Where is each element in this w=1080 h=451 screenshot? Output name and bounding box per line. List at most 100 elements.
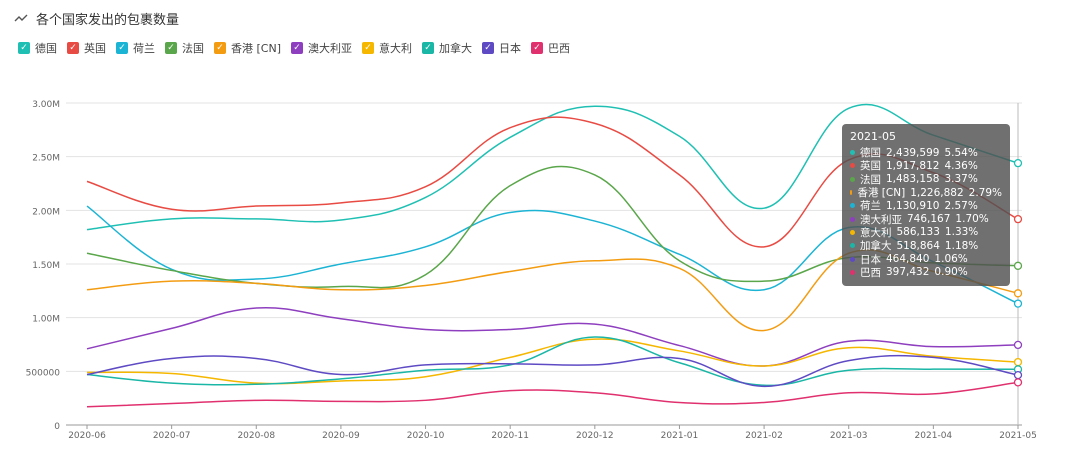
- tooltip-value: 1,483,158: [886, 173, 940, 186]
- legend-label: 澳大利亚: [308, 42, 352, 55]
- legend-label: 荷兰: [133, 42, 155, 55]
- trend-icon: [14, 14, 28, 22]
- legend-item[interactable]: ✓ 香港 [CN]: [214, 40, 281, 56]
- tooltip-percent: 5.54%: [944, 146, 978, 159]
- y-tick-label: 3.00M: [32, 100, 60, 110]
- tooltip-series-name: 加拿大: [860, 240, 892, 253]
- x-tick-label: 2020-09: [322, 431, 360, 441]
- legend-label: 意大利: [379, 42, 412, 55]
- legend-item[interactable]: ✓ 澳大利亚: [291, 40, 352, 56]
- y-tick-label: 1.50M: [32, 261, 60, 271]
- series-point: [1013, 370, 1023, 380]
- tooltip-row: 荷兰 1,130,910 2.57%: [850, 199, 1002, 212]
- series-point: [1013, 299, 1023, 308]
- legend-item[interactable]: ✓ 德国: [18, 40, 57, 56]
- legend-item[interactable]: ✓ 荷兰: [116, 40, 155, 56]
- x-tick-label: 2021-01: [661, 431, 699, 441]
- tooltip-value: 1,130,910: [886, 199, 940, 212]
- tooltip-percent: 2.79%: [968, 186, 1002, 199]
- x-tick-label: 2020-08: [237, 431, 275, 441]
- tooltip-percent: 1.18%: [944, 239, 979, 252]
- tooltip-series-name: 香港 [CN]: [857, 187, 906, 200]
- y-tick-label: 0: [54, 422, 60, 432]
- tooltip-percent: 3.37%: [944, 173, 978, 186]
- tooltip-row: 英国 1,917,812 4.36%: [850, 159, 1002, 172]
- legend-item[interactable]: ✓ 法国: [165, 40, 204, 56]
- series-line: [86, 381, 1019, 408]
- series-line: [86, 103, 1019, 231]
- tooltip-percent: 4.36%: [944, 159, 978, 172]
- legend-checkbox[interactable]: ✓: [116, 42, 128, 54]
- tooltip-value: 746,167: [907, 213, 951, 226]
- series-point: [1013, 357, 1023, 367]
- x-tick-label: 2020-06: [68, 431, 106, 441]
- tooltip-dot: [850, 150, 855, 156]
- tooltip: 2021-05 德国 2,439,599 5.54% 英国 1,917,812 4.36%…: [842, 124, 1010, 286]
- y-tick-label: 500000: [26, 368, 61, 378]
- tooltip-row: 德国 2,439,599 5.54%: [850, 146, 1002, 159]
- legend-item[interactable]: ✓ 英国: [67, 40, 106, 56]
- x-tick-label: 2021-02: [745, 431, 783, 441]
- tooltip-series-name: 巴西: [860, 266, 881, 279]
- tooltip-value: 1,226,882: [910, 186, 964, 199]
- y-tick-label: 2.50M: [32, 154, 60, 164]
- legend-checkbox[interactable]: ✓: [18, 42, 30, 54]
- legend-item[interactable]: ✓ 意大利: [362, 40, 412, 56]
- y-tick-label: 1.00M: [32, 315, 60, 325]
- tooltip-title: 2021-05: [850, 130, 896, 143]
- tooltip-value: 586,133: [896, 226, 940, 239]
- legend-label: 日本: [499, 42, 521, 55]
- tooltip-value: 518,864: [896, 239, 940, 252]
- legend-checkbox[interactable]: ✓: [165, 42, 177, 54]
- tooltip-percent: 2.57%: [944, 199, 978, 212]
- legend-item[interactable]: ✓ 日本: [482, 40, 521, 56]
- tooltip-row: 澳大利亚 746,167 1.70%: [850, 212, 1002, 226]
- legend-label: 加拿大: [439, 42, 472, 55]
- tooltip-series-name: 意大利: [860, 226, 892, 239]
- legend-checkbox[interactable]: ✓: [531, 42, 543, 54]
- x-tick-label: 2021-03: [830, 431, 868, 441]
- tooltip-series-name: 荷兰: [860, 200, 881, 213]
- tooltip-row: 日本 464,840 1.06%: [850, 252, 1002, 266]
- legend: ✓ 德国 ✓ 英国 ✓ 荷兰 ✓ 法国 ✓ 香港 [CN] ✓ 澳大利亚 ✓ 意大利 ✓ 加拿大 ✓ 日本 ✓ 巴西: [18, 40, 570, 56]
- x-tick-label: 2021-04: [915, 431, 953, 441]
- tooltip-dot: [850, 190, 853, 196]
- y-tick-label: 2.00M: [32, 207, 60, 217]
- legend-checkbox[interactable]: ✓: [482, 42, 494, 54]
- tooltip-row: 法国 1,483,158 3.37%: [850, 173, 1002, 186]
- legend-label: 英国: [84, 42, 106, 55]
- tooltip-series-name: 英国: [860, 160, 881, 173]
- tooltip-dot: [850, 269, 855, 275]
- tooltip-series-name: 澳大利亚: [860, 213, 902, 226]
- legend-checkbox[interactable]: ✓: [422, 42, 434, 54]
- legend-item[interactable]: ✓ 加拿大: [422, 40, 472, 56]
- tooltip-row: 加拿大 518,864 1.18%: [850, 239, 1002, 252]
- series-line: [86, 306, 1019, 367]
- tooltip-dot: [850, 243, 855, 249]
- legend-item[interactable]: ✓ 巴西: [531, 40, 570, 56]
- tooltip-value: 397,432: [886, 266, 930, 279]
- tooltip-dot: [850, 203, 855, 209]
- x-tick-label: 2020-12: [576, 431, 614, 441]
- legend-checkbox[interactable]: ✓: [214, 42, 226, 54]
- series-point: [1013, 158, 1023, 168]
- series-point: [1013, 289, 1023, 298]
- legend-checkbox[interactable]: ✓: [67, 42, 79, 54]
- tooltip-series-name: 德国: [860, 147, 881, 160]
- tooltip-dot: [850, 229, 855, 235]
- series-point: [1013, 378, 1023, 387]
- tooltip-percent: 0.90%: [934, 266, 968, 279]
- series-line: [86, 354, 1019, 388]
- tooltip-row: 意大利 586,133 1.33%: [850, 226, 1002, 239]
- chart-title-bar: 各个国家发出的包裹数量: [14, 8, 179, 28]
- series-line: [86, 338, 1019, 385]
- legend-label: 香港 [CN]: [231, 42, 281, 55]
- legend-checkbox[interactable]: ✓: [291, 42, 303, 54]
- tooltip-value: 1,917,812: [886, 159, 940, 172]
- x-tick-label: 2020-11: [491, 431, 529, 441]
- tooltip-row: 巴西 397,432 0.90%: [850, 266, 1002, 279]
- legend-label: 法国: [182, 42, 204, 55]
- legend-checkbox[interactable]: ✓: [362, 42, 374, 54]
- series-point: [1013, 340, 1023, 350]
- tooltip-dot: [850, 176, 855, 182]
